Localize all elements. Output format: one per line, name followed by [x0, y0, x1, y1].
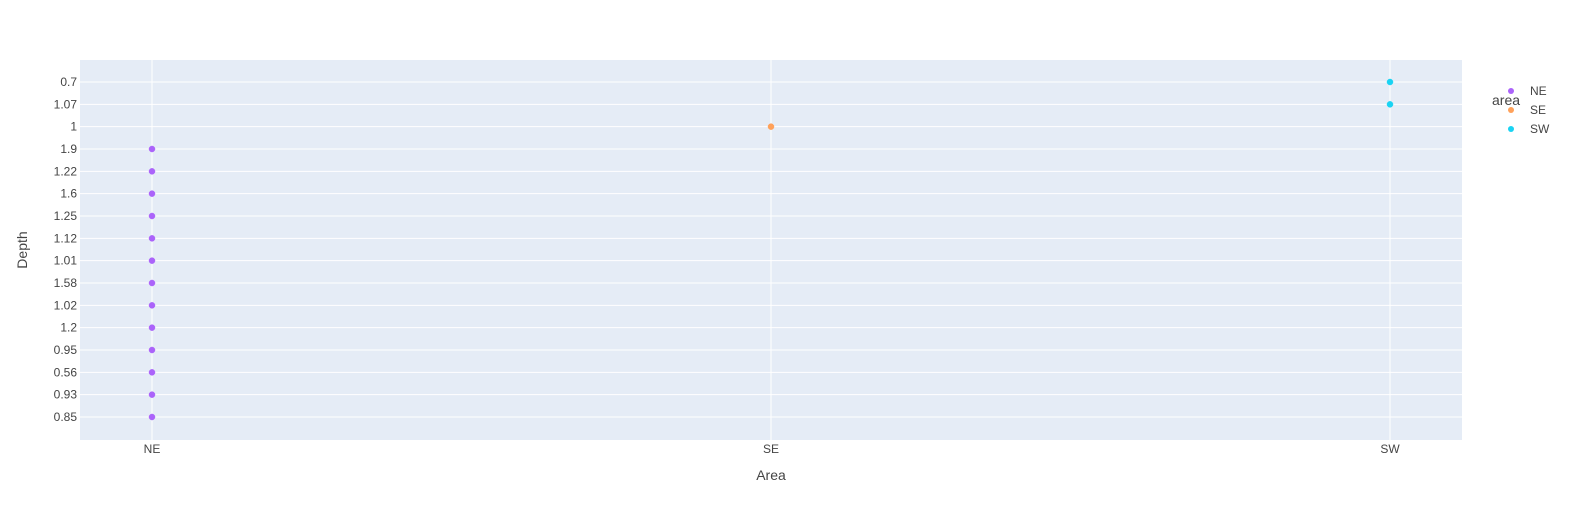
y-tick-label: 1.9	[60, 142, 77, 156]
data-point-ne[interactable]	[148, 190, 156, 197]
legend-label-se[interactable]: SE	[1530, 103, 1546, 117]
y-tick-label: 1.02	[54, 298, 78, 312]
data-point-ne[interactable]	[148, 324, 156, 331]
data-point-ne[interactable]	[148, 346, 156, 354]
data-point-ne[interactable]	[148, 391, 156, 398]
y-tick-label: 1.01	[54, 254, 78, 268]
data-point-se[interactable]	[767, 123, 775, 130]
y-tick-label: 0.56	[54, 365, 78, 379]
legend-label-ne[interactable]: NE	[1530, 84, 1547, 98]
data-point-ne[interactable]	[148, 235, 156, 242]
data-point-sw[interactable]	[1386, 101, 1394, 108]
data-point-sw[interactable]	[1386, 78, 1394, 86]
y-tick-label: 1.25	[54, 209, 78, 223]
data-point-ne[interactable]	[148, 302, 156, 309]
x-tick-label: SW	[1380, 442, 1400, 456]
x-tick-label: SE	[763, 442, 779, 456]
y-tick-labels: 0.85 0.93 0.56 0.95 1.2 1.02 1.58 1.01 1.12 1.25 1…	[54, 75, 78, 424]
data-point-ne[interactable]	[148, 212, 156, 220]
y-tick-label: 1.22	[54, 164, 78, 178]
y-tick-label: 1.07	[54, 97, 78, 111]
x-tick-label: NE	[144, 442, 161, 456]
y-tick-label: 1	[70, 120, 77, 134]
y-axis-title: Depth	[14, 231, 30, 268]
data-points	[148, 78, 1394, 421]
y-tick-label: 1.6	[60, 187, 77, 201]
y-tick-label: 1.2	[60, 321, 77, 335]
data-point-ne[interactable]	[148, 257, 156, 264]
y-tick-label: 0.85	[54, 410, 78, 424]
x-axis-title: Area	[756, 467, 786, 483]
legend-label-sw[interactable]: SW	[1530, 122, 1550, 136]
y-tick-label: 1.12	[54, 231, 78, 245]
data-point-ne[interactable]	[148, 168, 156, 175]
data-point-ne[interactable]	[148, 145, 156, 153]
data-point-ne[interactable]	[148, 279, 156, 287]
y-tick-label: 0.95	[54, 343, 78, 357]
legend-items: NE SE SW	[1508, 84, 1550, 136]
data-point-ne[interactable]	[148, 369, 156, 376]
legend-title: area	[1492, 92, 1520, 108]
legend-marker-se[interactable]	[1508, 107, 1514, 113]
y-tick-label: 0.93	[54, 388, 78, 402]
y-tick-label: 1.58	[54, 276, 78, 290]
y-tick-label: 0.7	[60, 75, 77, 89]
data-point-ne[interactable]	[148, 413, 156, 421]
legend: area NE SE SW	[1492, 84, 1550, 136]
legend-marker-sw[interactable]	[1508, 126, 1514, 132]
x-tick-labels: NE SE SW	[144, 442, 1401, 456]
legend-marker-ne[interactable]	[1508, 88, 1514, 94]
